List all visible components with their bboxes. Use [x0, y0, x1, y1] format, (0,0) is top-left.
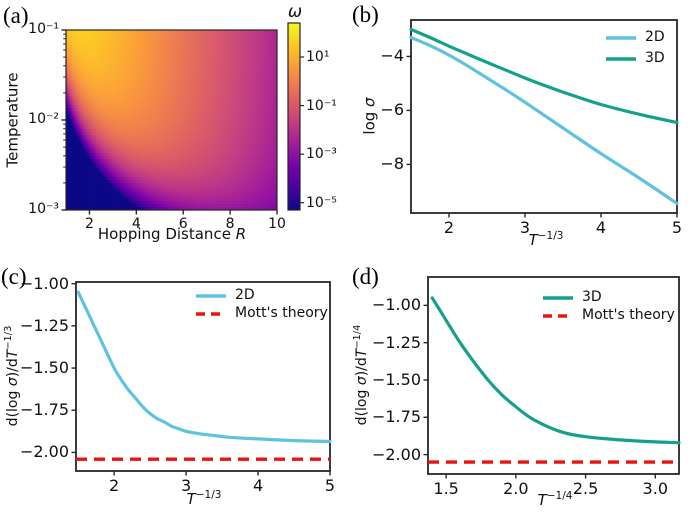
y-tick-label: 10⁻³ — [28, 201, 59, 217]
colorbar-tick-label: 10⁻¹ — [306, 97, 337, 114]
colorbar-title: ω — [287, 2, 303, 22]
y-tick-label: −4 — [380, 46, 404, 66]
y-tick-label: −2.00 — [371, 444, 421, 464]
y-tick-label: −1.50 — [19, 358, 69, 378]
legend-label: 2D — [235, 287, 255, 303]
x-tick-label: 1.5 — [433, 479, 459, 498]
x-tick-label: 3 — [180, 476, 192, 495]
curve-3d — [409, 27, 679, 125]
y-tick-label: −1.00 — [19, 273, 69, 293]
panel-a-xlabel: Hopping Distance R — [97, 225, 247, 243]
y-tick-label: 10⁻¹ — [28, 21, 59, 37]
curve-2d — [76, 290, 332, 444]
y-tick-label: −2.00 — [19, 442, 69, 462]
x-tick-label: 5 — [671, 218, 683, 237]
x-tick-label: 5 — [324, 476, 336, 495]
axes-frame — [75, 281, 331, 472]
legend-label: 3D — [582, 289, 602, 305]
x-tick-label: 4 — [131, 216, 141, 232]
axes-frame — [65, 29, 278, 211]
x-tick-label: 6 — [178, 216, 188, 232]
colorbar-tick-label: 10⁻³ — [306, 146, 337, 163]
colorbar-tick-label: 10¹ — [306, 49, 330, 65]
panel-b-tag: (b) — [352, 2, 379, 27]
curve-2d — [409, 35, 679, 206]
legend-label: 2D — [645, 29, 665, 45]
colorbar-canvas — [288, 23, 300, 210]
x-tick-label: 2.5 — [572, 479, 599, 498]
legend-label: Mott's theory — [235, 305, 328, 321]
x-tick-label: 8 — [225, 216, 235, 232]
x-tick-label: 2 — [84, 216, 94, 232]
y-tick-label: −1.00 — [371, 295, 421, 315]
x-tick-label: 2 — [109, 476, 120, 495]
panel-d-tag: (d) — [352, 264, 379, 289]
y-tick-label: −1.75 — [371, 407, 421, 427]
y-tick-label: −8 — [380, 154, 404, 174]
y-tick-label: 10⁻² — [28, 111, 59, 127]
y-tick-label: −1.50 — [371, 369, 421, 389]
panel-b-xlabel: T−1/3 — [528, 230, 564, 249]
x-tick-label: 2 — [443, 218, 455, 237]
heatmap-canvas — [66, 30, 277, 210]
colorbar-frame — [287, 22, 301, 211]
legend-label: 3D — [645, 50, 665, 66]
y-tick-label: −6 — [380, 100, 404, 120]
y-tick-label: −1.75 — [19, 400, 69, 420]
panel-c-xlabel: T−1/3 — [186, 489, 222, 508]
y-tick-label: −1.25 — [371, 332, 421, 352]
panel-d-xlabel: T−1/4 — [537, 490, 573, 509]
curve-3d — [430, 296, 681, 445]
x-tick-label: 10 — [268, 216, 286, 232]
x-tick-label: 4 — [595, 218, 607, 237]
y-tick-label: −1.25 — [19, 315, 69, 335]
x-tick-label: 2.0 — [503, 479, 529, 498]
panel-c-tag: (c) — [1, 264, 27, 289]
x-tick-label: 3.0 — [642, 479, 669, 498]
colorbar-tick-label: 10⁻⁵ — [306, 194, 337, 211]
x-tick-label: 4 — [252, 476, 264, 495]
axes-frame — [427, 276, 680, 475]
x-tick-label: 3 — [519, 218, 531, 237]
axes-frame — [410, 19, 678, 214]
legend-label: Mott's theory — [582, 307, 675, 323]
panel-a-tag: (a) — [3, 3, 29, 28]
